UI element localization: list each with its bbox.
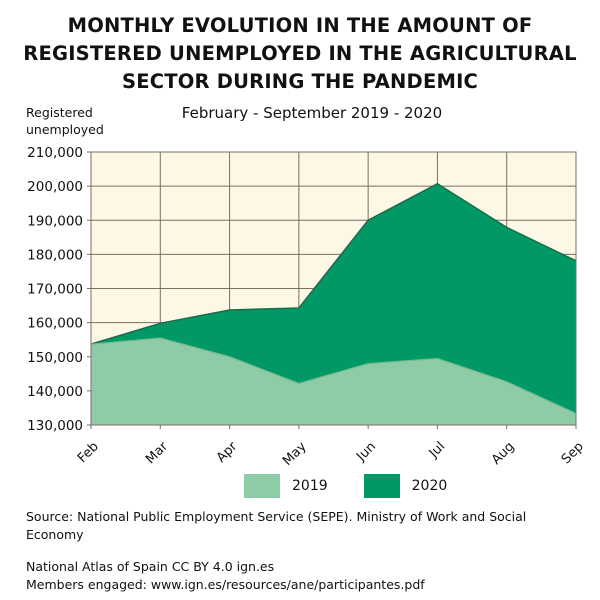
y-tick-label: 150,000 [27, 350, 83, 366]
y-tick-label: 180,000 [27, 247, 83, 263]
legend-label-2020: 2020 [411, 478, 448, 494]
y-tick-label: 170,000 [27, 282, 83, 298]
y-tick-label: 130,000 [27, 418, 83, 434]
x-tick-label: Feb [75, 439, 102, 466]
y-tick-label: 190,000 [27, 213, 83, 229]
chart-title: MONTHLY EVOLUTION IN THE AMOUNT OF REGIS… [23, 14, 577, 93]
chart-subtitle: February - September 2019 - 2020 [181, 104, 443, 122]
atlas-members-link: Members engaged: www.ign.es/resources/an… [26, 577, 425, 592]
x-tick-label: Apr [214, 439, 241, 466]
x-tick-label: Sep [559, 439, 587, 467]
legend-swatch-2020 [363, 474, 400, 498]
x-tick-label: Jun [353, 439, 379, 465]
legend-swatch-2019 [244, 474, 280, 498]
x-tick-label: Jul [426, 439, 448, 461]
line-2020 [90, 182, 577, 345]
y-tick-label: 200,000 [27, 179, 83, 195]
atlas-license: National Atlas of Spain CC BY 4.0 ign.es [26, 559, 275, 574]
source-note: Source: National Public Employment Servi… [26, 509, 527, 542]
y-tick-label: 160,000 [27, 316, 83, 332]
plot-border [90, 151, 577, 426]
y-tick-label: 210,000 [27, 145, 83, 161]
legend-label-2019: 2019 [292, 478, 328, 494]
line-2019 [90, 337, 577, 414]
legend: 2019 2020 [244, 474, 447, 498]
area-2019 [91, 337, 576, 425]
y-axis-label: Registered unemployed [26, 105, 104, 137]
atlas-credit: National Atlas of Spain CC BY 4.0 ign.es… [26, 558, 425, 594]
x-tick-label: May [280, 439, 310, 469]
y-tick-label: 140,000 [27, 384, 83, 400]
x-tick-label: Aug [489, 439, 518, 468]
x-tick-label: Mar [143, 439, 171, 467]
